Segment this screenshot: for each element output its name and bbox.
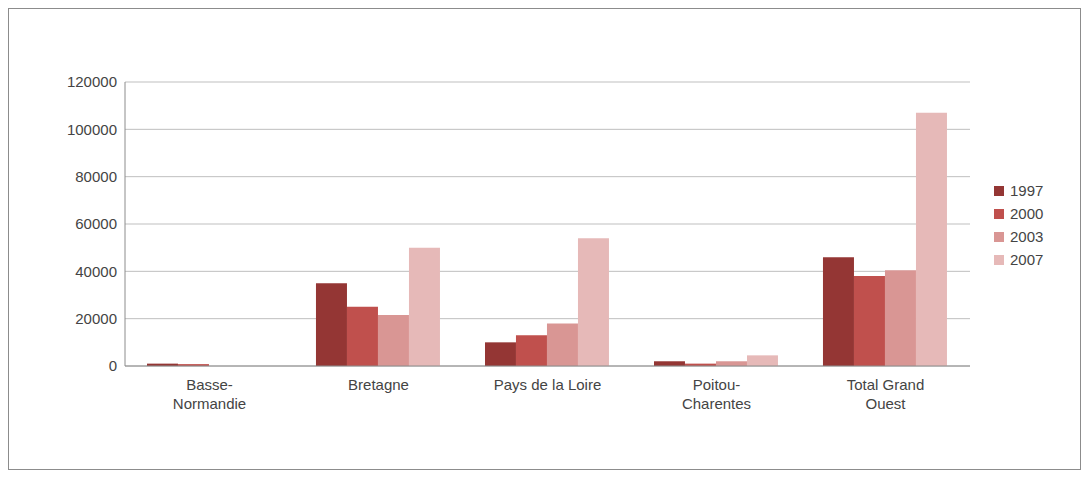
svg-text:Basse-Normandie: Basse-Normandie xyxy=(173,376,246,412)
svg-text:Total GrandOuest: Total GrandOuest xyxy=(847,376,925,412)
svg-text:Pays de la Loire: Pays de la Loire xyxy=(494,376,602,393)
html-text:2000: 2000 xyxy=(1010,205,1044,222)
html-text:2003: 2003 xyxy=(1010,228,1044,245)
svg-text:20000: 20000 xyxy=(75,310,117,327)
html-text:1997: 1997 xyxy=(1010,182,1044,199)
svg-text:120000: 120000 xyxy=(67,73,117,90)
svg-text:Poitou-Charentes: Poitou-Charentes xyxy=(682,376,751,412)
svg-text:60000: 60000 xyxy=(75,215,117,232)
svg-text:80000: 80000 xyxy=(75,168,117,185)
html-text:2007: 2007 xyxy=(1010,251,1044,268)
svg-text:0: 0 xyxy=(109,357,117,374)
svg-text:40000: 40000 xyxy=(75,263,117,280)
svg-text:Bretagne: Bretagne xyxy=(348,376,409,393)
svg-text:100000: 100000 xyxy=(67,121,117,138)
